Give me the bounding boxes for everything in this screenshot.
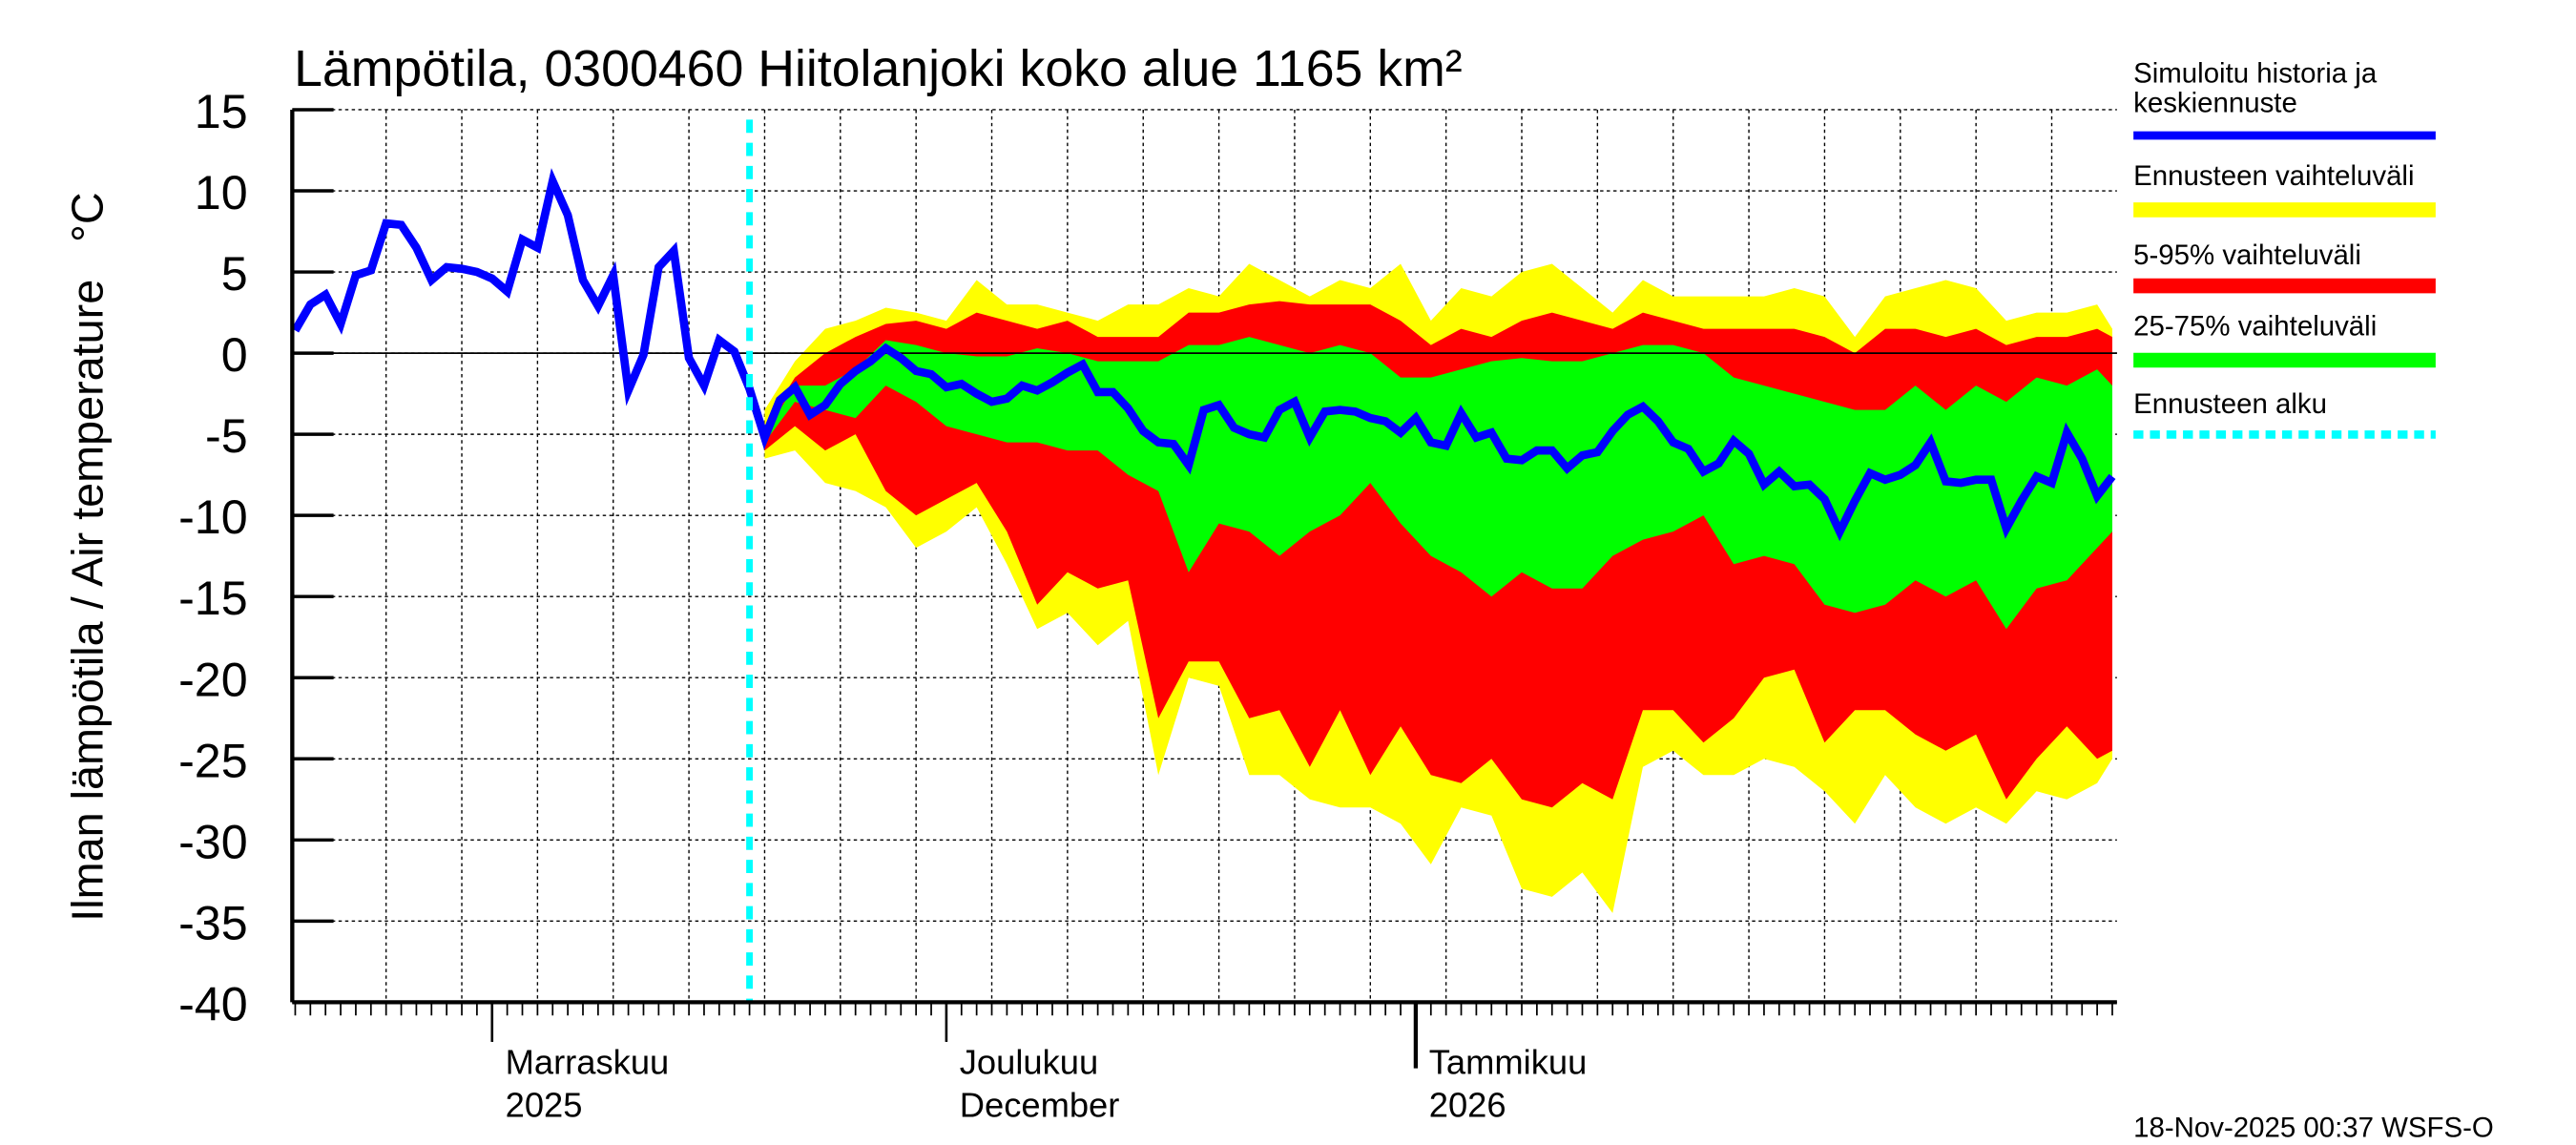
y-tick-label: -10 [178,490,248,544]
legend-label: 25-75% vaihteluväli [2133,311,2377,343]
month-label: Joulukuu [960,1043,1098,1082]
timestamp: 18-Nov-2025 00:37 WSFS-O [2133,1112,2494,1143]
bands [764,263,2112,913]
legend-label-cont: keskiennuste [2133,88,2297,119]
y-tick-label: -30 [178,815,248,868]
y-tick-label: -25 [178,734,248,787]
month-sublabel: 2026 [1429,1086,1506,1125]
grid [292,109,2117,1004]
y-tick-label: 15 [195,85,248,138]
y-tick-label: -40 [178,977,248,1030]
month-sublabel: 2025 [506,1086,583,1125]
mean-line [291,168,2116,542]
month-sublabel: December [960,1086,1120,1125]
month-label: Marraskuu [506,1043,670,1082]
legend-label: Simuloitu historia ja [2133,58,2378,90]
legend-label: Ennusteen vaihteluväli [2133,160,2414,192]
band-25-75 [764,337,2112,630]
y-tick-label: -20 [178,653,248,706]
y-tick-label: -5 [205,409,248,463]
chart-title: Lämpötila, 0300460 Hiitolanjoki koko alu… [294,40,1463,97]
y-tick-label: 5 [221,247,248,301]
y-tick-label: -15 [178,572,248,625]
y-tick-label: -35 [178,896,248,949]
y-axis-label: Ilman lämpötila / Air temperature °C [62,192,112,921]
month-label: Tammikuu [1429,1043,1588,1082]
axes: 15 10 5 0 -5 -10 -15 -20 -25 -30 -35 -40 Marraskuu 20… [178,85,2117,1125]
legend-label: Ennusteen alku [2133,388,2327,420]
legend-label: 5-95% vaihteluväli [2133,239,2361,271]
mean-line-group [291,168,2116,542]
y-tick-label: 0 [221,328,248,382]
y-tick-label: 10 [195,166,248,219]
